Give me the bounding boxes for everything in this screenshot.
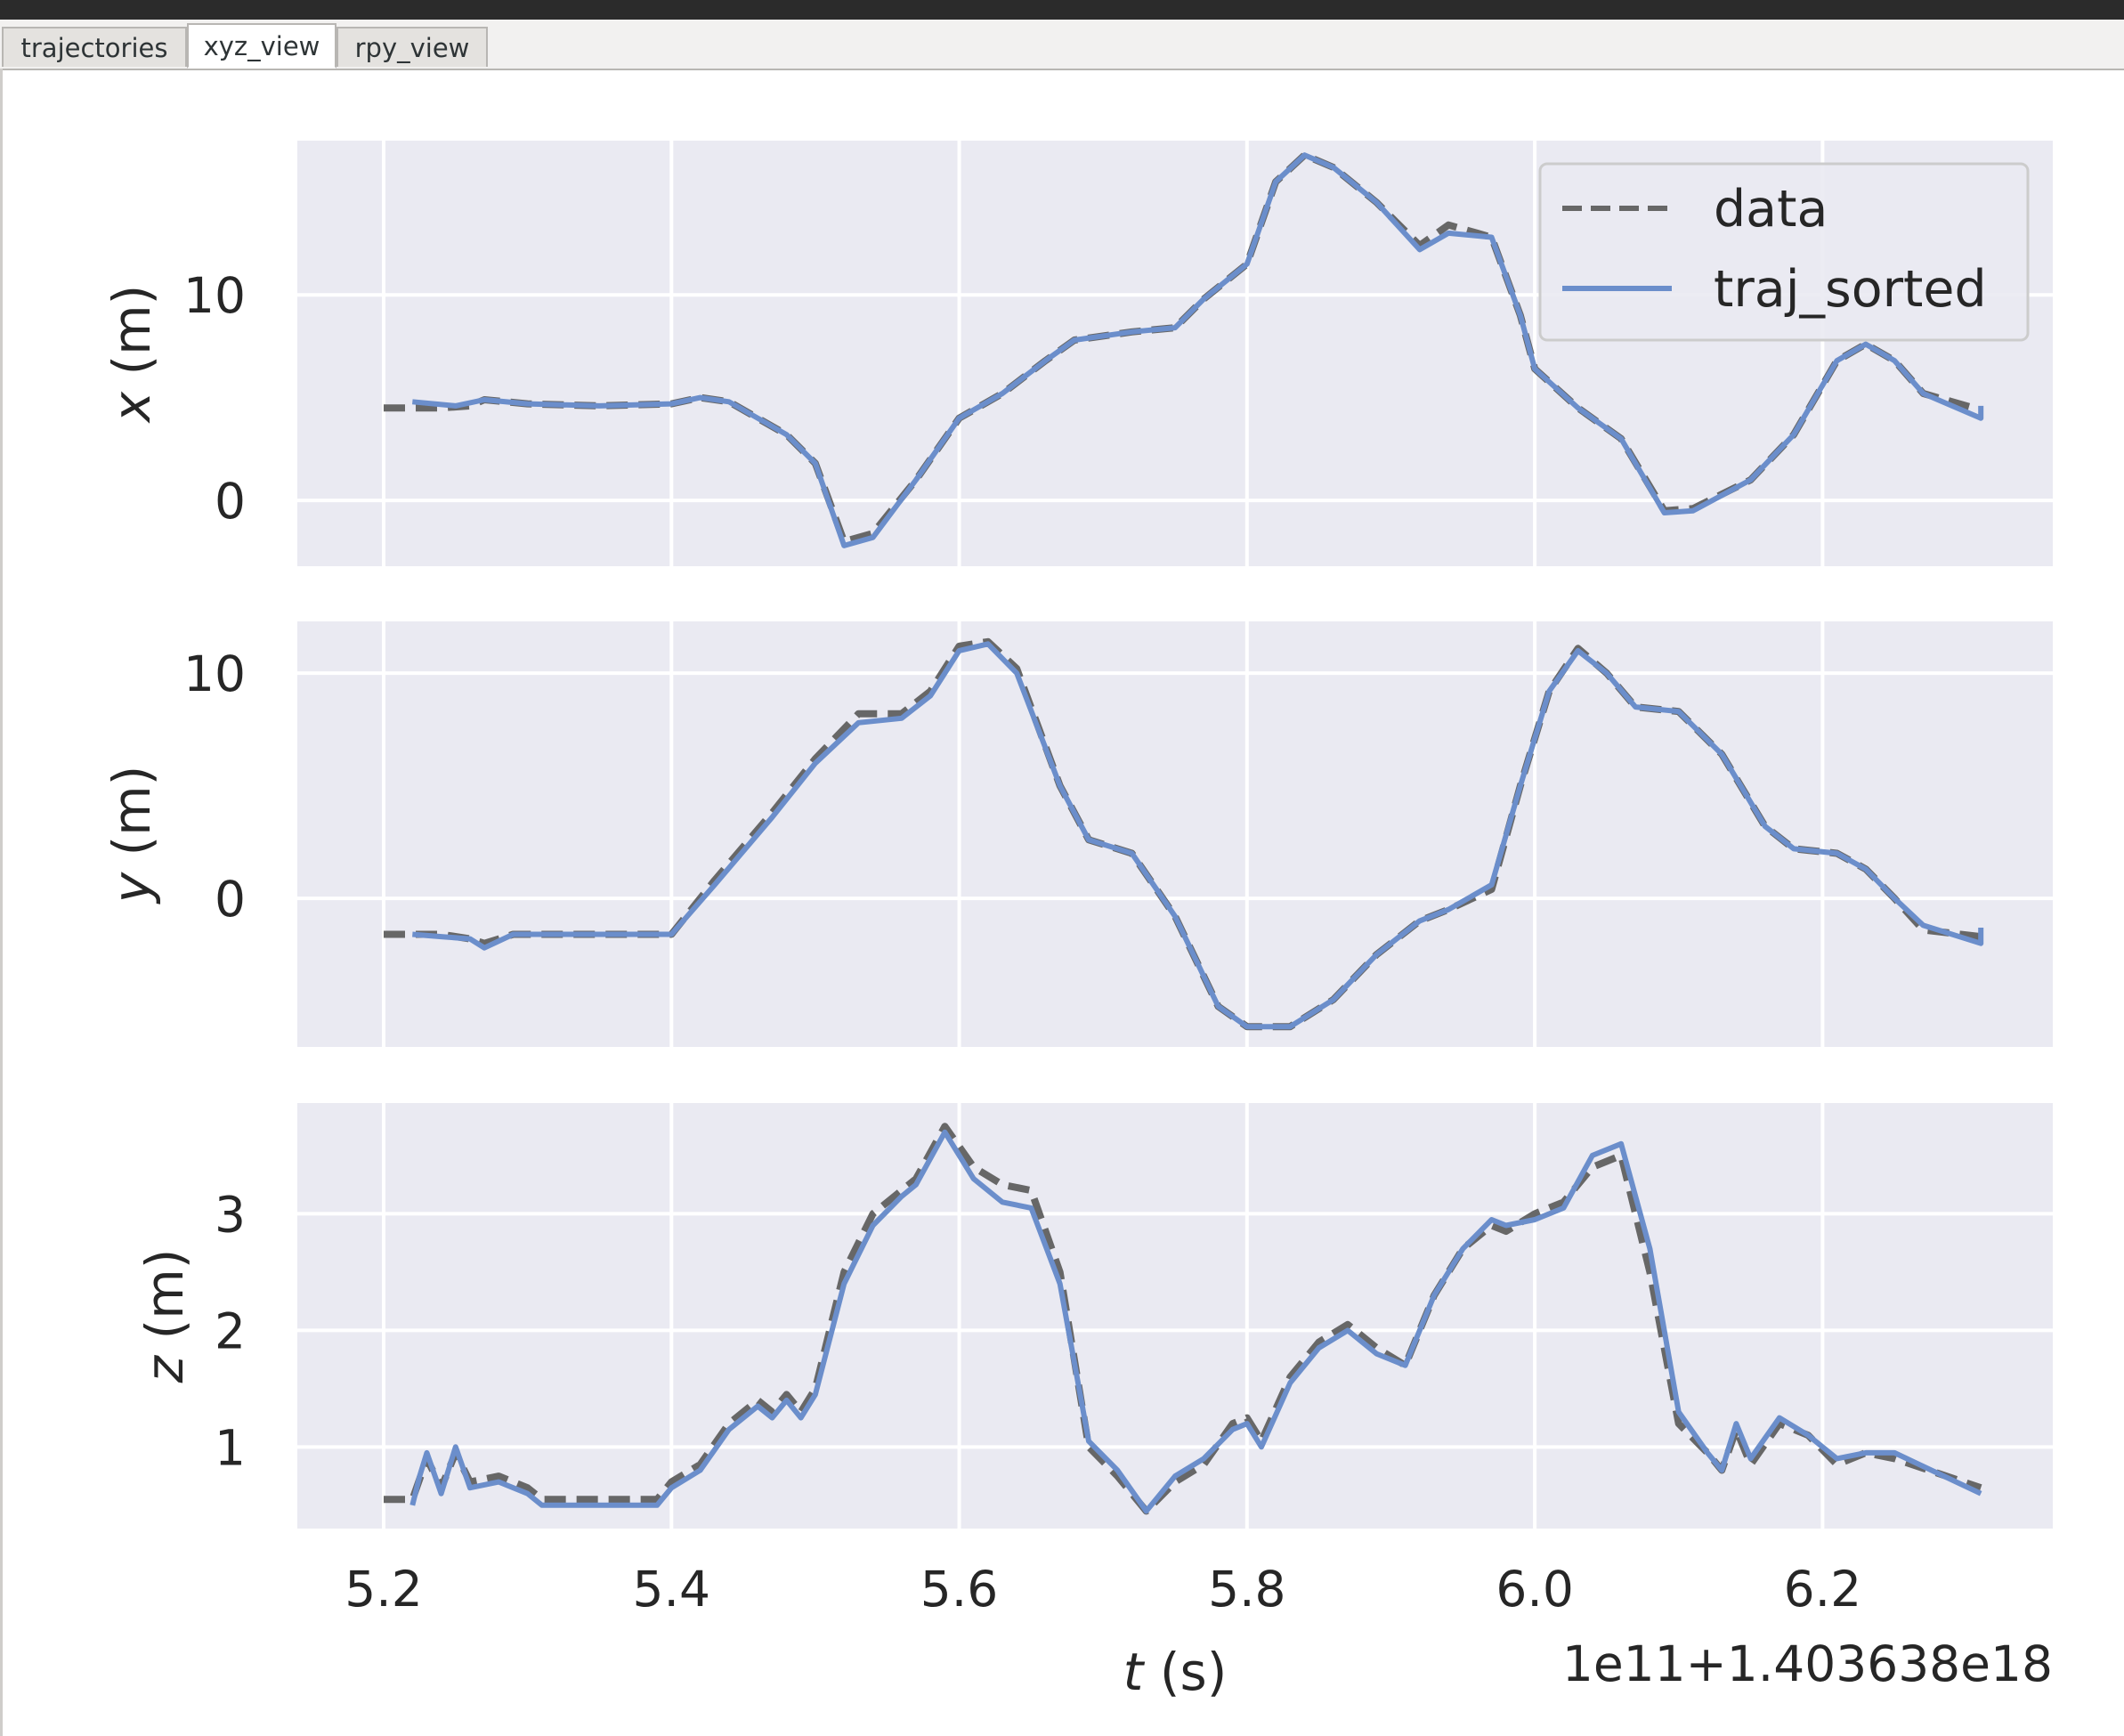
y-tick-label: 2 (215, 1302, 246, 1359)
legend: data traj_sorted (1538, 162, 2030, 342)
axes-background (297, 621, 2053, 1047)
tab-xyz-view[interactable]: xyz_view (187, 23, 336, 69)
y-axis-label-x: x (m) (101, 285, 162, 425)
y-axis-label-z: z (m) (134, 1249, 195, 1384)
y-tick-label: 1 (215, 1419, 246, 1476)
tab-bar: trajectories xyz_view rpy_view (0, 20, 2124, 70)
axes-background (297, 1103, 2053, 1529)
series-line-traj-sorted (412, 641, 1984, 1030)
x-tick-label: 5.8 (1208, 1561, 1285, 1618)
legend-traj-label: traj_sorted (1714, 260, 1987, 319)
window-border (0, 69, 3, 1736)
x-tick-label: 5.2 (345, 1561, 422, 1618)
xyz-figure: 0 10 x (m) 0 10 y (m) 1 2 3 z (m) 5.2 5.4 5.6 5.8 6.0… (101, 141, 2053, 1702)
x-axis-offset-label: 1e11+1.403638e18 (1562, 1635, 2053, 1692)
x-tick-label: 5.4 (633, 1561, 710, 1618)
y-tick-label: 10 (183, 645, 246, 702)
window-titlebar (0, 0, 2124, 20)
series-line-traj-sorted (412, 152, 1984, 548)
tab-trajectories[interactable]: trajectories (2, 27, 187, 67)
series-line-traj-sorted (409, 1129, 1982, 1514)
x-tick-label: 6.2 (1784, 1561, 1861, 1618)
subplot-y: 0 10 y (m) (101, 621, 2053, 1047)
x-axis-label: t (s) (1123, 1642, 1228, 1702)
legend-data-label: data (1714, 180, 1828, 239)
y-tick-label: 0 (215, 473, 246, 530)
y-tick-label: 10 (183, 267, 246, 324)
y-axis-label-y: y (m) (101, 766, 162, 905)
tab-rpy-view[interactable]: rpy_view (336, 27, 488, 67)
x-tick-label: 6.0 (1496, 1561, 1573, 1618)
x-axis: 5.2 5.4 5.6 5.8 6.0 6.2 (345, 1561, 1861, 1618)
y-tick-label: 0 (215, 871, 246, 928)
y-tick-label: 3 (215, 1186, 246, 1243)
subplot-z: 1 2 3 z (m) (134, 1103, 2053, 1529)
x-tick-label: 5.6 (920, 1561, 998, 1618)
